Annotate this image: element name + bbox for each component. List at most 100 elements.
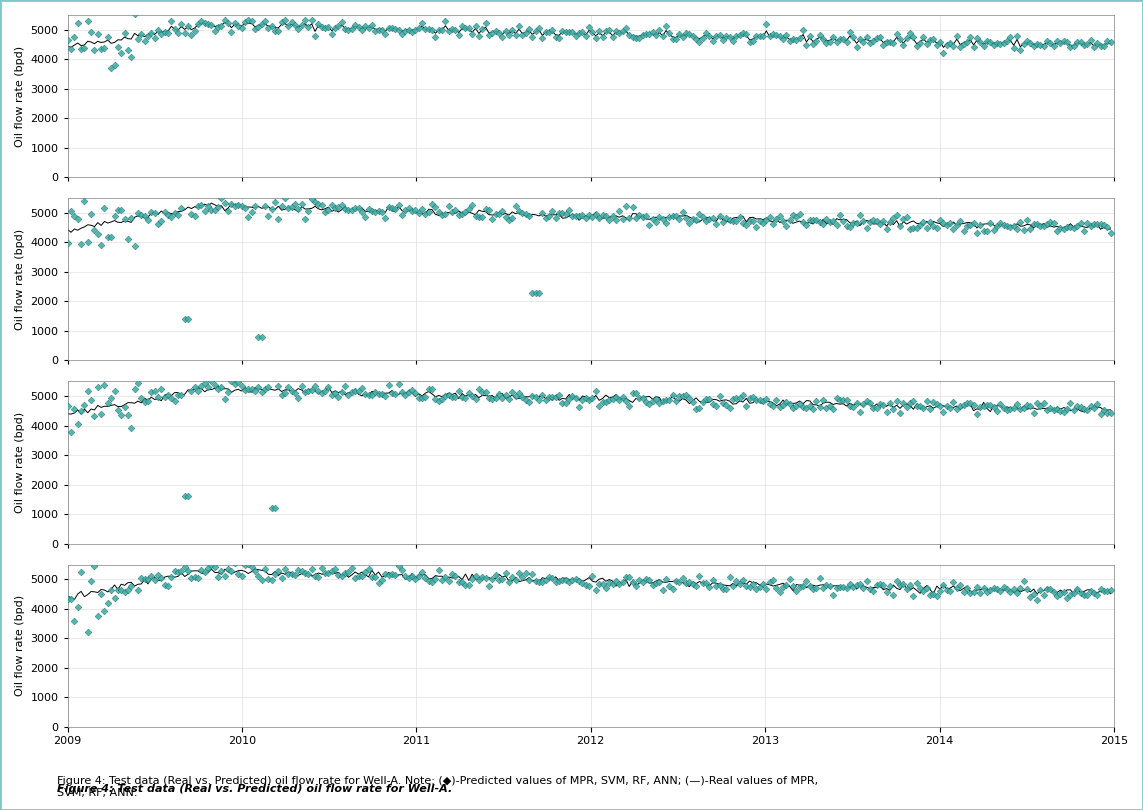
Point bbox=[994, 580, 1013, 593]
Point bbox=[346, 202, 365, 215]
Point bbox=[362, 204, 381, 217]
Point bbox=[708, 580, 726, 593]
Point bbox=[737, 579, 756, 592]
Point bbox=[567, 209, 585, 222]
Point bbox=[590, 211, 608, 224]
Point bbox=[904, 394, 922, 407]
Point bbox=[189, 572, 207, 585]
Point bbox=[600, 23, 618, 36]
Point bbox=[730, 578, 749, 590]
Point bbox=[440, 574, 458, 587]
Point bbox=[1018, 399, 1037, 412]
Point bbox=[586, 208, 605, 221]
Point bbox=[353, 382, 371, 394]
Point bbox=[821, 399, 839, 412]
Point bbox=[701, 393, 719, 406]
Point bbox=[954, 224, 973, 237]
Point bbox=[914, 215, 933, 228]
Point bbox=[586, 32, 605, 45]
Point bbox=[800, 214, 818, 227]
Point bbox=[440, 24, 458, 37]
Point bbox=[383, 202, 401, 215]
Point bbox=[817, 36, 836, 49]
Point bbox=[897, 31, 916, 44]
Point bbox=[961, 396, 980, 409]
Point bbox=[1001, 586, 1020, 599]
Point bbox=[402, 383, 421, 396]
Point bbox=[426, 30, 445, 43]
Point bbox=[784, 208, 802, 221]
Point bbox=[730, 28, 749, 41]
Point bbox=[1024, 587, 1042, 600]
Point bbox=[868, 32, 886, 45]
Point bbox=[446, 569, 464, 582]
Point bbox=[390, 560, 408, 573]
Point bbox=[850, 32, 869, 45]
Point bbox=[105, 58, 123, 71]
Point bbox=[433, 209, 451, 222]
Point bbox=[1102, 407, 1120, 420]
Point bbox=[617, 394, 636, 407]
Point bbox=[834, 393, 853, 406]
Point bbox=[937, 219, 956, 232]
Point bbox=[202, 559, 221, 572]
Point bbox=[784, 580, 802, 593]
Point bbox=[266, 196, 285, 209]
Point bbox=[981, 399, 999, 411]
Point bbox=[333, 569, 351, 582]
Point bbox=[400, 386, 418, 399]
Point bbox=[968, 227, 986, 240]
Point bbox=[901, 223, 919, 236]
Point bbox=[894, 578, 912, 590]
Point bbox=[1015, 37, 1033, 50]
Point bbox=[666, 394, 685, 407]
Point bbox=[977, 586, 996, 599]
Point bbox=[536, 573, 554, 586]
Point bbox=[988, 220, 1006, 232]
Point bbox=[369, 388, 387, 401]
Point bbox=[885, 402, 903, 415]
Point bbox=[734, 389, 752, 402]
Point bbox=[416, 572, 434, 585]
Point bbox=[493, 391, 511, 404]
Point bbox=[253, 573, 271, 586]
Point bbox=[817, 212, 836, 225]
Point bbox=[376, 390, 394, 403]
Point bbox=[430, 206, 448, 219]
Point bbox=[138, 214, 157, 227]
Point bbox=[155, 578, 174, 591]
Point bbox=[1098, 221, 1117, 234]
Point bbox=[383, 386, 401, 399]
Point bbox=[223, 375, 241, 388]
Point bbox=[828, 392, 846, 405]
Point bbox=[470, 383, 488, 396]
Point bbox=[901, 579, 919, 592]
Point bbox=[1055, 35, 1073, 48]
Point bbox=[152, 215, 170, 228]
Point bbox=[182, 28, 200, 41]
Point bbox=[868, 578, 886, 591]
Point bbox=[166, 207, 184, 220]
Point bbox=[951, 40, 969, 53]
Point bbox=[633, 211, 652, 224]
Point bbox=[640, 397, 658, 410]
Point bbox=[279, 381, 297, 394]
Point bbox=[567, 29, 585, 42]
Point bbox=[948, 403, 966, 416]
Point bbox=[1081, 34, 1100, 47]
Point bbox=[409, 391, 427, 404]
Point bbox=[854, 36, 872, 49]
Point bbox=[459, 202, 478, 215]
Point bbox=[362, 19, 381, 32]
Point bbox=[400, 202, 418, 215]
Point bbox=[182, 207, 200, 220]
Point bbox=[570, 574, 589, 587]
Point bbox=[1041, 215, 1060, 228]
Point bbox=[828, 36, 846, 49]
Point bbox=[333, 386, 351, 399]
Point bbox=[376, 28, 394, 40]
Point bbox=[69, 600, 87, 613]
Point bbox=[192, 15, 210, 28]
Point bbox=[263, 20, 281, 33]
Point bbox=[1052, 404, 1070, 417]
